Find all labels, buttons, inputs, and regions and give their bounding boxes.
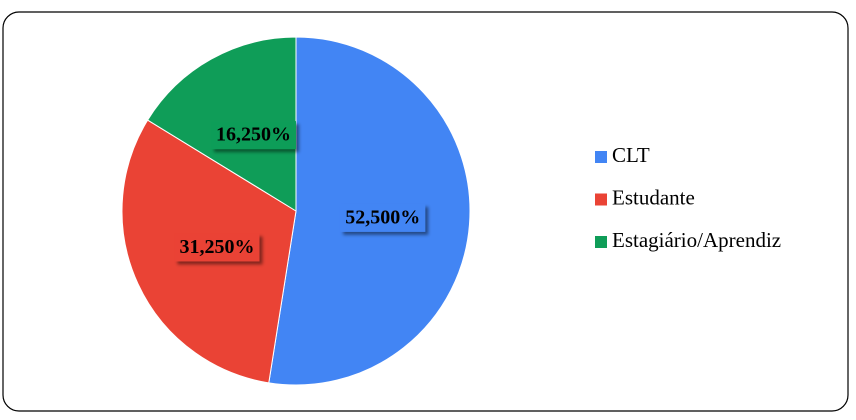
legend-swatch [595,151,607,163]
data-label-box [174,233,260,262]
data-label-group: 52,500% [340,203,426,232]
data-label-box [210,121,296,150]
data-label: 16,250% [216,124,291,146]
legend-swatch [595,193,607,206]
legend-swatch [595,236,607,248]
data-label-box [340,203,426,232]
data-label: 52,500% [345,206,420,228]
legend-label: Estagiário/Aprendiz [612,228,781,252]
data-label-group: 31,250% [174,233,260,262]
data-label-group: 16,250% [210,121,296,150]
legend-label: Estudante [612,185,695,209]
data-label: 31,250% [179,236,254,258]
legend-label: CLT [612,143,650,167]
